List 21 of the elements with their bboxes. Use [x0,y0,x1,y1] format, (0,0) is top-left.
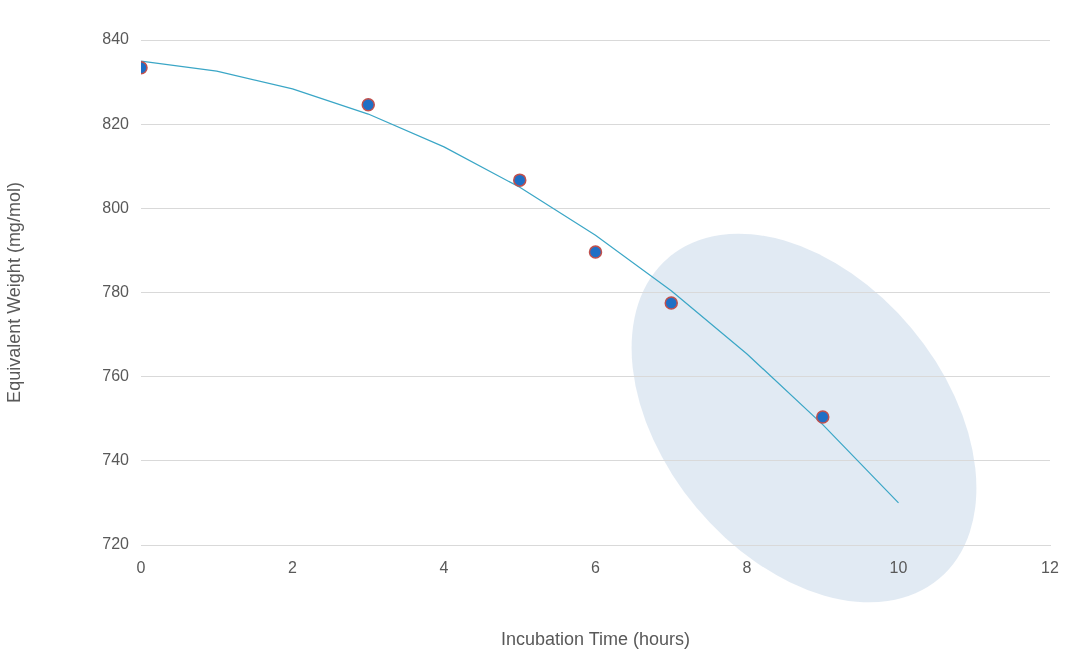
point [588,245,603,259]
x-tick-label: 6 [591,559,601,577]
y-axis-title: Equivalent Weight (mg/mol) [3,182,24,403]
x-tick-label: 12 [1041,559,1059,577]
y-tick-label: 760 [102,367,130,385]
x-tick-label: 4 [439,559,449,577]
point [513,173,527,187]
x-tick-label: 10 [889,559,908,577]
y-tick-label: 820 [102,114,130,132]
point [361,98,375,112]
x-tick-label: 8 [742,559,752,577]
y-tick-label: 840 [102,30,130,48]
y-tick-label: 740 [102,451,130,469]
x-tick-label: 0 [136,559,146,577]
x-axis-title: Incubation Time (hours) [500,629,691,650]
y-tick-label: 780 [102,282,130,300]
x-tick-label: 2 [288,559,298,577]
point [664,296,678,310]
point [816,410,830,424]
y-tick-label: 720 [102,535,130,553]
y-tick-label: 800 [102,198,130,216]
